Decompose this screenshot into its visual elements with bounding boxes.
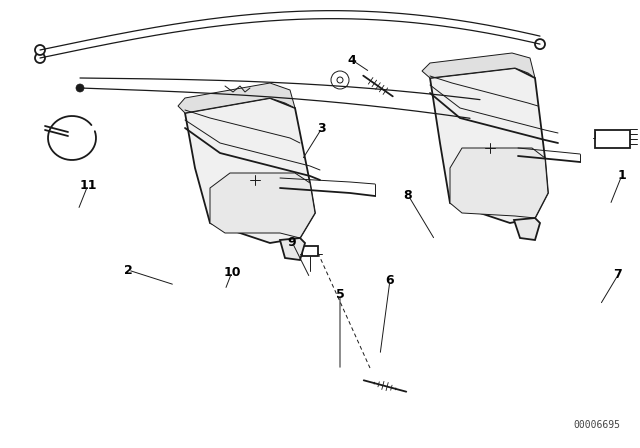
Text: 7: 7: [614, 268, 622, 281]
Polygon shape: [280, 238, 305, 260]
Polygon shape: [210, 173, 315, 238]
Text: 00006695: 00006695: [573, 420, 620, 430]
Bar: [595, 130, 630, 148]
Polygon shape: [450, 148, 548, 218]
Text: 4: 4: [348, 53, 356, 66]
Polygon shape: [185, 98, 315, 243]
Circle shape: [76, 84, 84, 92]
Text: 8: 8: [404, 189, 412, 202]
Circle shape: [535, 39, 545, 49]
Text: 5: 5: [335, 289, 344, 302]
Text: 1: 1: [618, 168, 627, 181]
Polygon shape: [422, 53, 535, 78]
Text: 11: 11: [79, 178, 97, 191]
Text: 6: 6: [386, 273, 394, 287]
Polygon shape: [178, 83, 295, 113]
Text: 10: 10: [223, 266, 241, 279]
Bar: [302, 246, 318, 256]
Text: 9: 9: [288, 236, 296, 249]
Polygon shape: [430, 68, 548, 223]
Circle shape: [35, 53, 45, 63]
Polygon shape: [514, 218, 540, 240]
Text: 3: 3: [317, 121, 326, 134]
Text: 2: 2: [124, 263, 132, 276]
Circle shape: [35, 45, 45, 55]
